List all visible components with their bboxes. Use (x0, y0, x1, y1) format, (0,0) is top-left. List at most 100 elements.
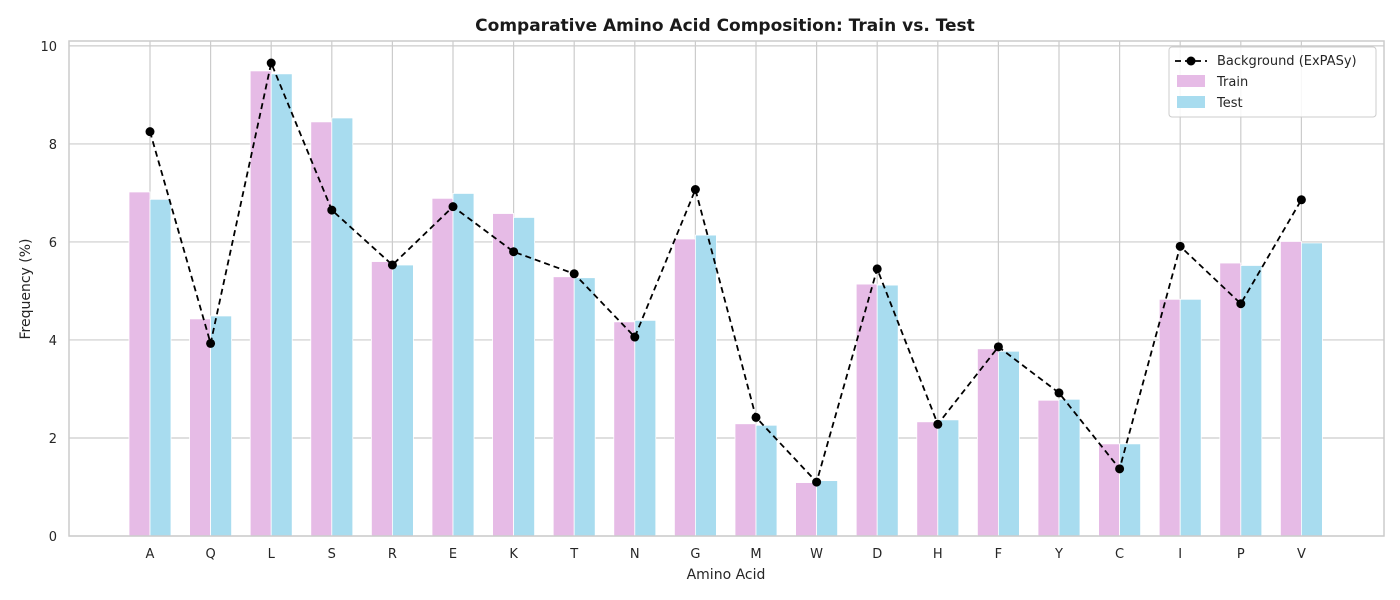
legend-label-train: Train (1216, 75, 1248, 90)
bar-test-t (573, 277, 596, 537)
bar-test-a (149, 198, 172, 537)
legend-swatch-test (1177, 96, 1205, 108)
bar-train-n (613, 321, 636, 537)
background-point-c (1115, 464, 1125, 474)
bar-test-h (937, 419, 960, 537)
x-tick-label: Y (1054, 547, 1063, 562)
x-tick-label: V (1297, 547, 1306, 562)
bar-train-v (1280, 241, 1302, 537)
bar-train-q (189, 318, 212, 537)
bar-train-f (977, 348, 999, 537)
y-axis-label: Frequency (%) (18, 238, 34, 339)
bar-train-k (492, 213, 515, 537)
background-point-y (1054, 388, 1064, 398)
bar-train-m (734, 423, 757, 537)
bar-train-r (370, 261, 393, 537)
bar-train-g (674, 238, 696, 537)
bar-train-y (1037, 399, 1060, 537)
bar-test-n (634, 319, 657, 537)
x-tick-label: F (995, 547, 1002, 562)
legend-box (1168, 46, 1377, 118)
bar-test-i (1179, 298, 1202, 537)
bar-train-d (855, 283, 878, 537)
bar-train-t (552, 276, 575, 537)
bar-train-s (310, 121, 333, 537)
background-point-s (327, 205, 337, 215)
legend-swatch-train (1177, 75, 1205, 87)
legend-label-test: Test (1216, 96, 1243, 111)
bar-train-l (249, 70, 272, 537)
x-tick-label: H (933, 547, 943, 562)
background-point-q (206, 338, 216, 348)
x-tick-label: P (1237, 547, 1245, 562)
x-tick-label: M (750, 547, 761, 562)
background-point-t (569, 269, 579, 279)
x-tick-label: N (630, 547, 640, 562)
bar-train-i (1158, 298, 1181, 537)
y-tick-labels: 0 2 4 6 8 10 (40, 40, 57, 545)
background-point-i (1175, 241, 1185, 251)
background-point-m (751, 412, 761, 422)
background-point-a (145, 127, 155, 137)
bar-test-w (816, 480, 838, 537)
legend-label-background: Background (ExPASy) (1217, 54, 1357, 69)
bar-train-e (431, 197, 454, 537)
bar-test-r (391, 264, 414, 537)
x-tick-label: S (328, 547, 336, 562)
bar-test-v (1301, 242, 1323, 537)
y-tick-label: 0 (49, 530, 57, 545)
x-tick-label: K (509, 547, 518, 562)
bar-test-s (331, 117, 354, 537)
x-tick-label: R (388, 547, 397, 562)
background-series (145, 58, 1306, 487)
x-tick-label: W (810, 547, 823, 562)
bar-test-k (513, 217, 535, 537)
y-tick-label: 4 (49, 334, 57, 349)
bar-test-y (1058, 398, 1081, 537)
background-point-g (690, 185, 700, 194)
background-point-f (993, 342, 1003, 352)
chart-title: Comparative Amino Acid Composition: Trai… (475, 16, 975, 36)
background-point-w (812, 477, 822, 487)
bar-test-m (755, 424, 778, 537)
bar-test-e (452, 193, 475, 537)
x-tick-label: A (146, 547, 155, 562)
bar-test-d (876, 284, 899, 537)
bar-train-w (795, 482, 817, 537)
background-point-r (387, 260, 397, 270)
background-point-e (448, 202, 458, 212)
background-point-p (1236, 299, 1246, 309)
x-tick-label: Q (205, 547, 215, 562)
x-tick-label: I (1178, 547, 1182, 562)
plot-frame (68, 40, 1385, 537)
background-point-d (872, 264, 882, 274)
x-axis-label: Amino Acid (687, 567, 766, 583)
background-point-h (933, 419, 943, 429)
y-tick-label: 6 (49, 236, 57, 251)
bar-test-q (210, 315, 233, 537)
bar-test-l (270, 73, 293, 537)
y-tick-label: 8 (49, 138, 57, 153)
x-tick-label: E (449, 547, 457, 562)
x-tick-label: T (569, 547, 578, 562)
bar-train-c (1098, 443, 1120, 537)
background-point-l (266, 58, 276, 68)
background-point-k (509, 247, 519, 257)
legend-marker-swatch (1186, 56, 1196, 66)
bar-train-h (916, 421, 939, 537)
x-tick-label: G (690, 547, 700, 562)
y-tick-label: 2 (49, 432, 57, 447)
bar-test-g (695, 234, 717, 537)
x-tick-label: L (268, 547, 276, 562)
background-point-v (1296, 195, 1306, 205)
x-tick-label: D (872, 547, 882, 562)
bar-train-a (128, 191, 151, 537)
legend: Background (ExPASy) Train Test (1168, 46, 1377, 118)
bar-test-f (998, 350, 1020, 537)
y-tick-label: 10 (40, 40, 57, 55)
background-point-n (630, 332, 640, 342)
x-tick-label: C (1115, 547, 1124, 562)
bars (128, 70, 1323, 537)
